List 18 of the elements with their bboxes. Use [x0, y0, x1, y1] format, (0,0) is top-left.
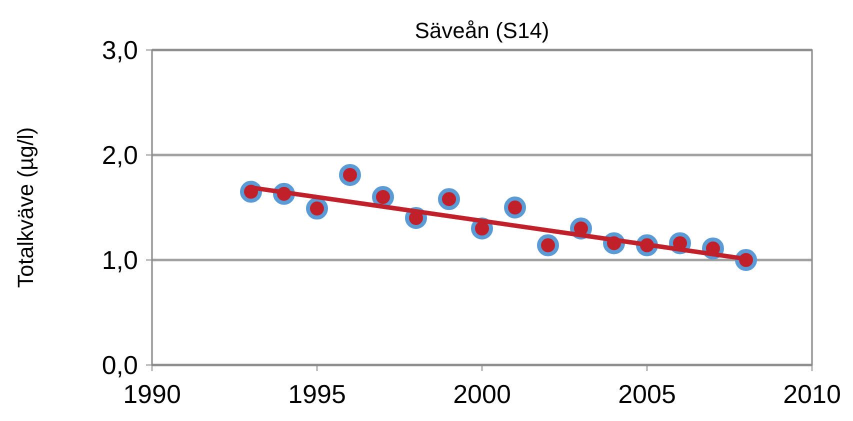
point — [537, 234, 559, 256]
y-tick-label: 2,0 — [102, 140, 138, 170]
y-tick-label: 3,0 — [102, 35, 138, 66]
point — [339, 164, 361, 186]
y-tick-label: 0,0 — [102, 350, 138, 380]
point — [504, 196, 526, 218]
x-tick-label: 1990 — [123, 379, 181, 409]
x-tick-label: 2000 — [453, 379, 511, 409]
x-tick-label: 1995 — [288, 379, 346, 409]
chart-title: Säveån (S14) — [414, 18, 550, 43]
y-tick-label: 1,0 — [102, 245, 138, 276]
y-axis-title: Totalkväve (µg/l) — [13, 127, 38, 288]
point — [306, 198, 328, 220]
x-tick-label: 2010 — [783, 379, 841, 409]
x-tick-label: 2005 — [618, 379, 676, 409]
point — [240, 180, 262, 203]
point — [438, 188, 460, 210]
point — [735, 249, 757, 271]
